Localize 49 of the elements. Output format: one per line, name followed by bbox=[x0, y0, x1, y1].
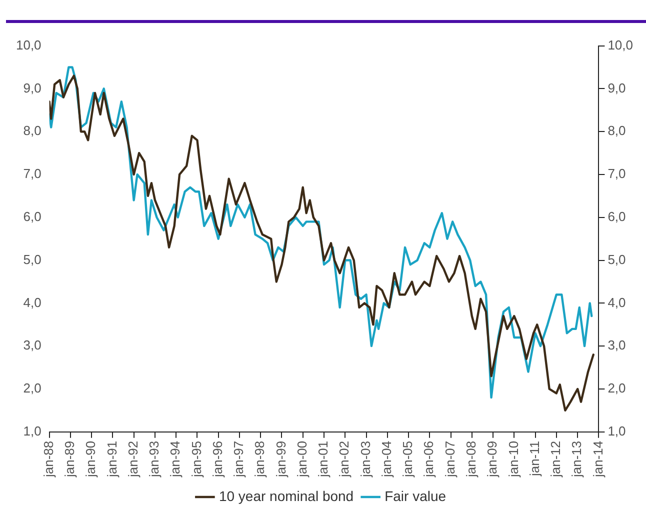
y2-tick-label: 3,0 bbox=[608, 338, 626, 353]
x-tick-label: jan-05 bbox=[400, 440, 416, 478]
x-tick-label: jan-89 bbox=[62, 440, 78, 478]
y2-tick-label: 6,0 bbox=[608, 208, 626, 224]
x-tick-label: jan-03 bbox=[358, 440, 373, 478]
y-tick-label: 1,0 bbox=[23, 423, 42, 438]
y-tick-label: 8,0 bbox=[23, 123, 42, 138]
x-tick-label: jan-12 bbox=[548, 440, 563, 478]
y-tick-label: 7,0 bbox=[23, 166, 42, 182]
y-tick-label: 9,0 bbox=[23, 80, 42, 96]
y-tick-label: 3,0 bbox=[23, 338, 42, 353]
y-tick-label: 10,0 bbox=[16, 37, 42, 52]
y2-tick-label: 8,0 bbox=[608, 123, 626, 138]
x-tick-label: jan-09 bbox=[484, 440, 500, 478]
y2-tick-label: 10,0 bbox=[608, 37, 634, 52]
y-tick-label: 4,0 bbox=[23, 294, 42, 310]
y2-tick-label: 9,0 bbox=[608, 80, 626, 96]
x-tick-label: jan-08 bbox=[463, 440, 478, 478]
x-tick-label: jan-00 bbox=[294, 440, 310, 478]
x-tick-label: jan-10 bbox=[506, 440, 521, 478]
x-tick-label: jan-07 bbox=[442, 440, 458, 478]
x-tick-label: jan-14 bbox=[590, 440, 606, 478]
x-tick-label: jan-01 bbox=[316, 440, 331, 478]
x-tick-label: jan-11 bbox=[526, 440, 542, 478]
y-tick-label: 5,0 bbox=[23, 252, 42, 267]
x-tick-label: jan-95 bbox=[188, 440, 204, 478]
x-tick-label: jan-04 bbox=[378, 440, 394, 478]
y-tick-label: 2,0 bbox=[23, 380, 42, 396]
y2-tick-label: 4,0 bbox=[608, 294, 626, 310]
legend-label: Fair value bbox=[384, 488, 446, 504]
x-tick-label: jan-91 bbox=[104, 440, 120, 478]
x-tick-label: jan-98 bbox=[252, 440, 268, 478]
x-tick-label: jan-02 bbox=[336, 440, 352, 478]
x-tick-label: jan-93 bbox=[146, 440, 162, 478]
y-tick-label: 6,0 bbox=[23, 208, 42, 224]
x-tick-label: jan-88 bbox=[40, 440, 56, 478]
x-tick-label: jan-97 bbox=[231, 440, 246, 478]
x-tick-label: jan-90 bbox=[83, 440, 98, 478]
x-tick-label: jan-96 bbox=[210, 440, 225, 478]
y2-tick-label: 5,0 bbox=[608, 252, 626, 267]
x-tick-label: jan-92 bbox=[125, 440, 140, 478]
y2-tick-label: 2,0 bbox=[608, 380, 626, 396]
x-tick-label: jan-99 bbox=[273, 440, 288, 478]
y2-tick-label: 7,0 bbox=[608, 166, 626, 182]
x-tick-label: jan-94 bbox=[168, 440, 183, 478]
x-tick-label: jan-13 bbox=[569, 440, 584, 478]
legend-label: 10 year nominal bond bbox=[218, 488, 354, 504]
y2-tick-label: 1,0 bbox=[608, 423, 626, 438]
x-tick-label: jan-06 bbox=[421, 440, 436, 478]
